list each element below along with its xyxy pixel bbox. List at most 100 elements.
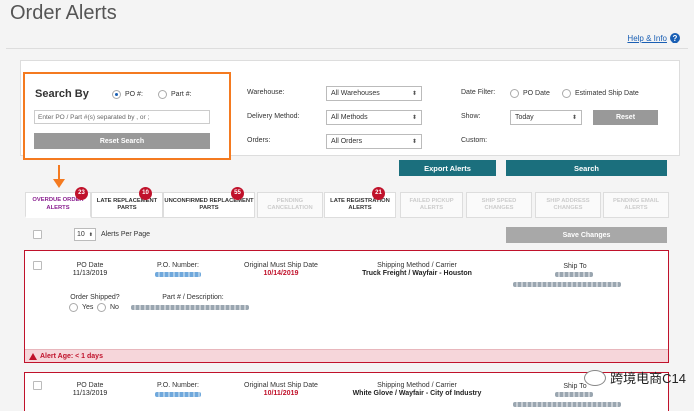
must-ship-value: 10/11/2019	[263, 390, 299, 397]
select-arrow-icon: ⬍	[411, 91, 417, 97]
save-changes-button[interactable]: Save Changes	[506, 227, 667, 243]
shipped-no-radio[interactable]: No	[97, 303, 119, 312]
tab-ship-address-changes[interactable]: SHIP ADDRESS CHANGES	[535, 192, 601, 218]
part-radio[interactable]: Part #:	[158, 90, 192, 99]
orders-select[interactable]: All Orders ⬍	[326, 134, 422, 149]
tab-label: LATE REGISTRATION ALERTS	[330, 197, 390, 211]
tab-badge: 21	[372, 187, 385, 200]
tab-label: FAILED PICKUP ALERTS	[409, 197, 454, 211]
yes-label: Yes	[82, 304, 94, 311]
row-checkbox[interactable]	[33, 381, 42, 390]
tab-label: SHIP ADDRESS CHANGES	[546, 197, 590, 211]
po-radio[interactable]: PO #:	[112, 90, 143, 99]
tab-late-replacement-parts[interactable]: LATE REPLACEMENT PARTS 10	[91, 187, 163, 218]
radio-unselected-icon	[97, 303, 106, 312]
per-page-label: Alerts Per Page	[101, 231, 151, 238]
export-alerts-button[interactable]: Export Alerts	[399, 160, 496, 176]
must-ship-label: Original Must Ship Date	[244, 382, 318, 389]
warehouse-label: Warehouse:	[247, 89, 285, 96]
tab-ship-speed-changes[interactable]: SHIP SPEED CHANGES	[466, 192, 532, 218]
po-date-radio[interactable]: PO Date	[510, 89, 550, 98]
search-input[interactable]: Enter PO / Part #(s) separated by , or ;	[34, 110, 210, 124]
search-button[interactable]: Search	[506, 160, 667, 176]
tab-failed-pickup-alerts[interactable]: FAILED PICKUP ALERTS	[400, 192, 463, 218]
po-number-link[interactable]	[155, 272, 201, 277]
page-title: Order Alerts	[10, 2, 117, 24]
shipping-method-label: Shipping Method / Carrier	[377, 262, 457, 269]
part-description-value	[131, 305, 249, 310]
warehouse-select[interactable]: All Warehouses ⬍	[326, 86, 422, 101]
part-radio-label: Part #:	[171, 91, 192, 98]
po-date-label: PO Date	[523, 90, 550, 97]
wechat-logo-icon	[584, 369, 607, 386]
no-label: No	[110, 304, 119, 311]
per-page-value: 10	[77, 231, 85, 238]
help-icon: ?	[670, 33, 680, 43]
select-arrow-icon: ⬍	[411, 139, 417, 145]
ship-to-label: Ship To	[563, 263, 587, 270]
radio-unselected-icon	[69, 303, 78, 312]
radio-selected-icon	[112, 90, 121, 99]
delivery-label: Delivery Method:	[247, 113, 300, 120]
alert-age-text: Alert Age: < 1 days	[40, 352, 103, 360]
tab-pending-email-alerts[interactable]: PENDING EMAIL ALERTS	[603, 192, 669, 218]
order-shipped-label: Order Shipped?	[70, 294, 120, 301]
tab-badge: 55	[231, 187, 244, 200]
watermark-text: 跨境电商C14	[610, 371, 686, 386]
ship-date-label: Estimated Ship Date	[575, 90, 639, 97]
pointer-arrow-icon	[53, 165, 65, 188]
tab-late-registration-alerts[interactable]: LATE REGISTRATION ALERTS 21	[324, 187, 396, 218]
reset-button[interactable]: Reset	[593, 110, 658, 125]
po-number-link[interactable]	[155, 392, 201, 397]
tab-unconfirmed-replacement-parts[interactable]: UNCONFIRMED REPLACEMENT PARTS 55	[163, 187, 255, 218]
custom-label: Custom:	[461, 137, 488, 144]
ship-date-radio[interactable]: Estimated Ship Date	[562, 89, 639, 98]
shipping-method-value: Truck Freight / Wayfair - Houston	[362, 270, 472, 277]
warehouse-value: All Warehouses	[331, 90, 380, 97]
po-radio-label: PO #:	[125, 91, 143, 98]
shipping-method-label: Shipping Method / Carrier	[377, 382, 457, 389]
tab-label: UNCONFIRMED REPLACEMENT PARTS	[164, 197, 254, 211]
shipped-yes-radio[interactable]: Yes	[69, 303, 93, 312]
radio-unselected-icon	[562, 89, 571, 98]
search-by-title: Search By	[35, 88, 89, 100]
tab-label: LATE REPLACEMENT PARTS	[96, 197, 158, 211]
radio-unselected-icon	[158, 90, 167, 99]
watermark: 跨境电商C14	[584, 368, 686, 387]
date-filter-label: Date Filter:	[461, 89, 496, 96]
po-date-label: PO Date	[76, 262, 104, 269]
search-by-box: Search By PO #: Part #: Enter PO / Part …	[23, 72, 231, 160]
select-arrow-icon: ⬍	[411, 115, 417, 121]
part-description-label: Part # / Description:	[162, 294, 224, 301]
orders-value: All Orders	[331, 138, 363, 145]
help-link[interactable]: Help & Info ?	[627, 33, 680, 43]
show-select[interactable]: Today ⬍	[510, 110, 582, 125]
ship-to-address	[513, 282, 621, 287]
alert-card: PO Date 11/13/2019 P.O. Number: Original…	[24, 250, 669, 363]
ship-to-address	[513, 402, 621, 407]
tab-label: OVERDUE ORDER ALERTS	[32, 197, 84, 211]
po-date-value: 11/13/2019	[72, 270, 108, 277]
per-page-select[interactable]: 10 ⬍	[74, 228, 96, 241]
select-arrow-icon: ⬍	[88, 231, 93, 238]
tab-pending-cancellation[interactable]: PENDING CANCELLATION	[257, 192, 323, 218]
po-date-label: PO Date	[76, 382, 104, 389]
alert-card: PO Date 11/13/2019 P.O. Number: Original…	[24, 372, 669, 411]
tab-badge: 23	[75, 187, 88, 200]
orders-label: Orders:	[247, 137, 271, 144]
row-checkbox[interactable]	[33, 261, 42, 270]
tab-badge: 10	[139, 187, 152, 200]
must-ship-label: Original Must Ship Date	[244, 262, 318, 269]
show-label: Show:	[461, 113, 481, 120]
po-date-value: 11/13/2019	[72, 390, 108, 397]
select-arrow-icon: ⬍	[571, 115, 577, 121]
help-label: Help & Info	[627, 33, 667, 43]
select-all-checkbox[interactable]	[33, 230, 42, 239]
must-ship-value: 10/14/2019	[263, 270, 299, 277]
delivery-select[interactable]: All Methods ⬍	[326, 110, 422, 125]
shipping-method-value: White Glove / Wayfair - City of Industry	[352, 390, 482, 397]
po-number-label: P.O. Number:	[157, 262, 199, 269]
tab-label: SHIP SPEED CHANGES	[481, 197, 517, 211]
reset-search-button[interactable]: Reset Search	[34, 133, 210, 149]
tab-overdue-order-alerts[interactable]: OVERDUE ORDER ALERTS 23	[25, 187, 91, 218]
